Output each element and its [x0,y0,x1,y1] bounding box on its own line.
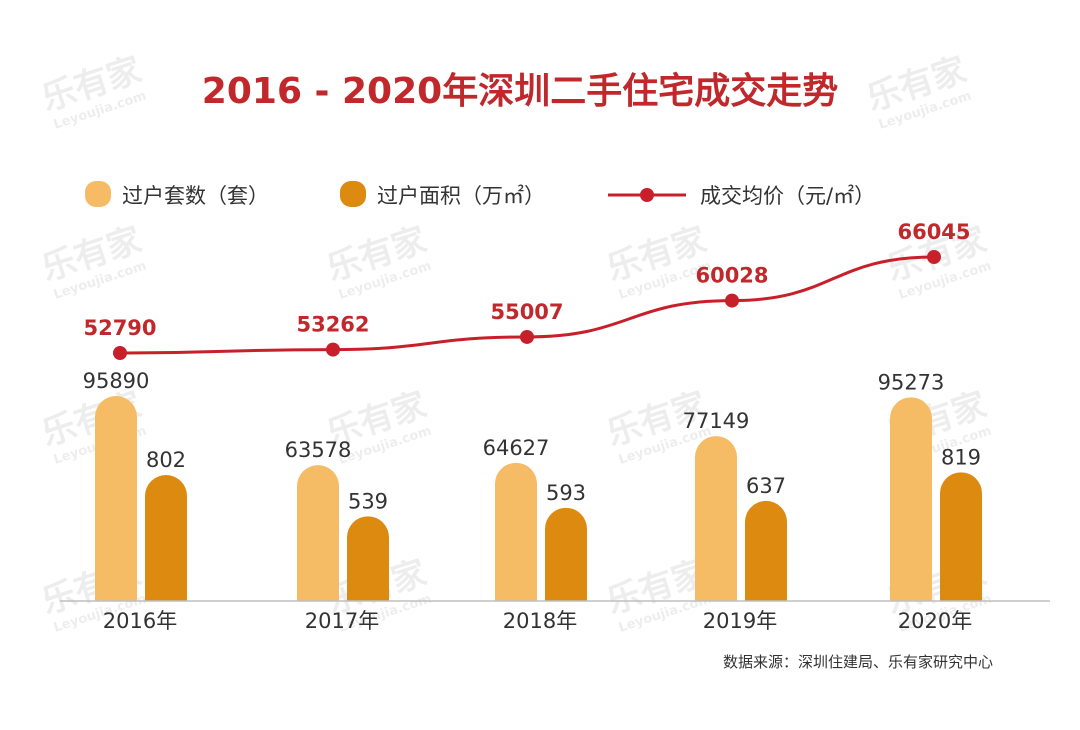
bar-count-label: 95890 [83,369,150,393]
price-point [326,342,340,357]
bars: 95890 802 63578 539 64627 593 77149 637 95273 819 [83,369,982,601]
legend-label-count: 过户套数（套） [122,184,269,208]
price-point [520,329,534,344]
price-label: 55007 [490,300,563,324]
x-tick-label: 2016年 [103,609,177,633]
source-note: 数据来源：深圳住建局、乐有家研究中心 [723,653,993,671]
bar-area-2017年 [347,516,389,601]
bar-count-2016年 [95,396,137,601]
price-label: 53262 [296,313,369,337]
price-line: 52790 53262 55007 60028 66045 [83,220,971,360]
bar-count-2020年 [890,397,932,601]
bar-area-2016年 [145,475,187,601]
price-point [927,250,941,264]
x-tick-label: 2020年 [898,609,972,633]
price-point [725,293,739,308]
bar-count-2017年 [297,465,339,601]
legend-swatch-area [340,181,366,207]
x-axis-ticks: 2016年 2017年 2018年 2019年 2020年 [103,609,972,633]
bar-count-2019年 [695,436,737,601]
legend: 过户套数（套） 过户面积（万㎡） 成交均价（元/㎡） [85,181,875,208]
x-tick-label: 2019年 [703,609,777,633]
bar-count-label: 63578 [285,438,352,462]
bar-count-label: 77149 [683,409,750,433]
chart-title: 2016 - 2020年深圳二手住宅成交走势 [202,70,838,112]
bar-area-label: 819 [941,445,981,469]
price-label: 52790 [83,316,156,340]
legend-dot-price [640,188,654,202]
legend-swatch-count [85,181,111,207]
price-point [113,346,127,360]
bar-count-2018年 [495,462,537,601]
bar-area-2018年 [545,507,587,601]
legend-label-area: 过户面积（万㎡） [377,184,545,208]
x-tick-label: 2018年 [503,609,577,633]
bar-count-label: 64627 [483,436,550,460]
bar-area-label: 593 [546,481,586,505]
bar-area-2020年 [940,472,982,601]
price-label: 66045 [897,220,970,244]
bar-count-label: 95273 [878,370,945,394]
bar-area-label: 637 [746,474,786,498]
bar-area-label: 539 [348,489,388,513]
legend-label-price: 成交均价（元/㎡） [700,184,875,208]
price-label: 60028 [695,264,768,288]
x-tick-label: 2017年 [305,609,379,633]
bar-area-2019年 [745,500,787,601]
bar-area-label: 802 [146,448,186,472]
